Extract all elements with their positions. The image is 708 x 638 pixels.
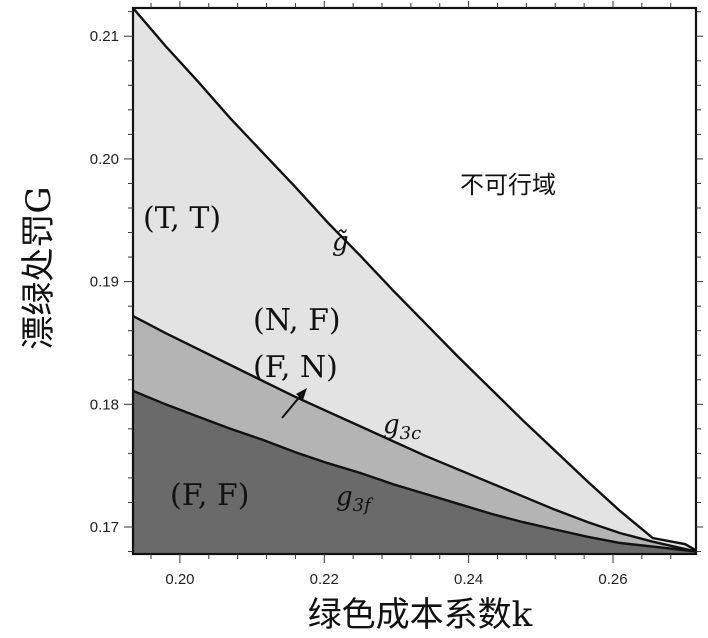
region-label-infeasible: 不可行域 xyxy=(460,171,556,199)
y-tick-label: 0.21 xyxy=(90,28,119,45)
y-tick-label: 0.18 xyxy=(90,396,119,413)
x-tick-label: 0.22 xyxy=(310,571,339,588)
curve-label-gtilde: g̃ xyxy=(332,227,349,257)
y-tick-label: 0.19 xyxy=(90,274,119,291)
y-axis-title: 漂绿处罚G xyxy=(19,186,59,349)
curve-g3f xyxy=(133,389,696,553)
plot-frame xyxy=(131,6,698,556)
x-tick-label: 0.24 xyxy=(454,571,483,588)
curve-gtilde xyxy=(133,8,696,552)
x-axis-title: 绿色成本系数k xyxy=(308,595,533,635)
y-tick-label: 0.20 xyxy=(90,151,119,168)
y-tick-label: 0.17 xyxy=(90,519,119,536)
x-tick-label: 0.26 xyxy=(598,571,627,588)
curve-label-g3f: g3f xyxy=(336,482,374,516)
region-label-fn: (F, N) xyxy=(253,350,338,385)
regions-layer xyxy=(133,8,696,554)
region-ff xyxy=(133,390,696,554)
curve-label-g3f-base: g xyxy=(336,482,353,512)
curve-label-g3c-sub: 3c xyxy=(400,423,422,444)
region-label-tt: (T, T) xyxy=(143,201,221,236)
tick-labels-layer: 0.20 0.22 0.24 0.26 0.17 0.18 0.19 0.20 0.21 xyxy=(90,28,628,588)
ticks-layer xyxy=(124,1,703,563)
arrow-annotation xyxy=(281,388,307,419)
region-label-nf: (N, F) xyxy=(253,303,341,338)
region-label-ff: (F, F) xyxy=(170,478,249,513)
x-tick-label: 0.20 xyxy=(165,571,194,588)
curve-g3c xyxy=(133,314,696,553)
curve-label-g3c-base: g xyxy=(383,410,400,440)
curve-label-g3f-sub: 3f xyxy=(353,495,374,516)
curves-layer xyxy=(133,8,696,553)
curve-label-g3c: g3c xyxy=(383,410,421,444)
